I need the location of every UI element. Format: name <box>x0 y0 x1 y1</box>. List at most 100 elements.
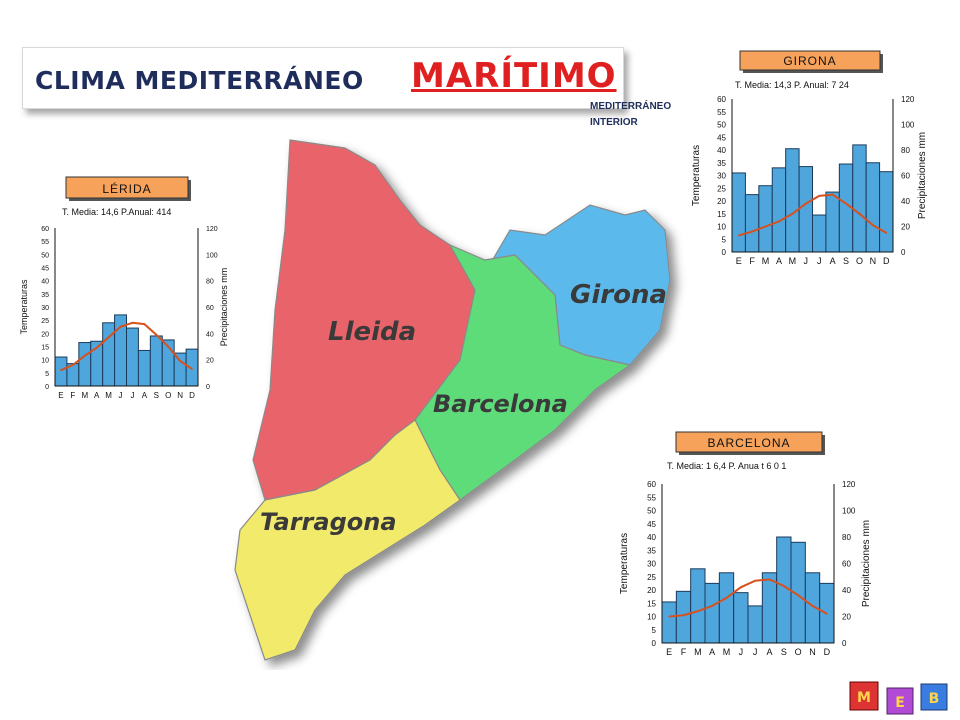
girona-title-box <box>739 50 881 71</box>
catalonia-map: Lleida Girona Barcelona Tarragona <box>234 139 671 661</box>
lerida-temperature-point <box>191 368 193 370</box>
girona-x-tick: M <box>789 256 797 266</box>
barcelona-temperature-point <box>682 614 685 616</box>
barcelona-y2-tick: 120 <box>842 480 856 489</box>
barcelona-temperature-point <box>668 615 670 618</box>
lerida-y-tick: 55 <box>41 239 49 246</box>
lerida-x-tick: A <box>94 391 100 400</box>
girona-x-tick: M <box>762 256 770 266</box>
girona-y-tick: 5 <box>722 235 727 244</box>
girona-temperature-point <box>804 202 807 205</box>
girona-y2-tick: 40 <box>901 197 910 206</box>
barcelona-temperature-point <box>740 586 742 589</box>
girona-y2-tick: 20 <box>901 223 910 232</box>
logo-block-m <box>849 681 879 711</box>
barcelona-title: BARCELONA <box>707 436 790 450</box>
girona-bar <box>865 162 881 253</box>
lerida-temperature-point <box>143 323 146 325</box>
lerida-x-tick: O <box>165 391 171 400</box>
lerida-y2-tick: 60 <box>206 305 214 312</box>
lerida-bar <box>185 348 199 387</box>
lerida-bar <box>149 335 163 387</box>
girona-bar <box>825 191 840 253</box>
lerida-y-tick: 35 <box>41 292 49 299</box>
lerida-y2-tick: 0 <box>206 384 210 391</box>
barcelona-temperature-point <box>811 605 814 607</box>
barcelona-temperature-point <box>783 585 785 587</box>
lerida-x-tick: S <box>154 391 159 400</box>
girona-y2-tick: 60 <box>901 172 910 181</box>
lerida-y2-tick: 120 <box>206 226 218 233</box>
girona-temperature-point <box>872 224 874 227</box>
lerida-x-tick: M <box>81 391 88 400</box>
girona-temperature-point <box>791 212 794 215</box>
lerida-x-tick: J <box>130 391 134 400</box>
barcelona-x-tick: D <box>824 647 831 657</box>
girona-y-label: Temperaturas <box>691 145 702 206</box>
barcelona-x-tick: N <box>809 647 816 657</box>
barcelona-y-tick: 20 <box>647 586 656 595</box>
map-label-barcelona: Barcelona <box>433 390 568 418</box>
title-box: CLIMA MEDITERRÁNEO MARÍTIMO <box>22 47 624 109</box>
lerida-temperature-point <box>131 322 134 324</box>
barcelona-y-tick: 5 <box>652 626 657 635</box>
barcelona-temperature-point <box>797 594 799 597</box>
barcelona-bar <box>761 572 778 644</box>
girona-bar <box>812 214 827 253</box>
barcelona-bar <box>661 601 677 644</box>
barcelona-x-tick: M <box>723 647 731 657</box>
logo-block-e <box>886 687 914 715</box>
barcelona-y-tick: 15 <box>647 599 656 608</box>
girona-x-tick: N <box>870 256 877 266</box>
lerida-x-tick: E <box>58 391 63 400</box>
girona-temperature-point <box>737 234 740 237</box>
barcelona-bar <box>733 592 749 644</box>
girona-temperature-point <box>764 225 767 228</box>
girona-y-tick: 0 <box>722 248 727 257</box>
region-barcelona <box>414 243 632 501</box>
barcelona-x-tick: A <box>709 647 715 657</box>
girona-x-tick: E <box>736 256 742 266</box>
lerida-y-tick: 5 <box>45 371 49 378</box>
map-label-tarragona: Tarragona <box>260 508 397 536</box>
barcelona-y-tick: 25 <box>647 573 656 582</box>
girona-x-tick: A <box>776 256 782 266</box>
girona-temperature-point <box>858 212 861 215</box>
overlay-label-1: MEDITERRÁNEO <box>590 101 672 112</box>
girona-bar <box>771 167 787 253</box>
lerida-y-label: Temperaturas <box>19 279 29 335</box>
barcelona-y2-tick: 100 <box>842 507 856 516</box>
barcelona-y2-tick: 40 <box>842 586 851 595</box>
barcelona-temperature-point <box>754 579 756 582</box>
lerida-y2-tick: 20 <box>206 358 214 365</box>
barcelona-y2-tick: 0 <box>842 639 847 648</box>
lerida-temperature-point <box>95 347 98 349</box>
lerida-y-tick: 60 <box>41 226 49 233</box>
barcelona-y2-label: Precipitaciones mm <box>861 520 872 607</box>
barcelona-x-tick: F <box>681 647 687 657</box>
lerida-y2-label: Precipitaciones mm <box>219 268 229 347</box>
logo-letter-m: M <box>857 690 871 706</box>
lerida-y2-tick: 100 <box>206 252 218 259</box>
barcelona-bar <box>675 590 692 644</box>
girona-temperature-point <box>885 232 888 234</box>
barcelona-title-box <box>675 431 823 453</box>
logo-letter-e: E <box>895 695 905 711</box>
girona-x-tick: J <box>817 256 822 266</box>
barcelona-y-tick: 10 <box>647 613 656 622</box>
barcelona-y2-tick: 60 <box>842 560 851 569</box>
lerida-bar <box>173 352 187 387</box>
map-label-girona: Girona <box>570 280 667 310</box>
lerida-bar <box>78 342 92 387</box>
lerida-temperature-point <box>155 333 158 336</box>
barcelona-y-tick: 60 <box>647 480 656 489</box>
climograph-girona: GIRONA T. Media: 14,3 P. Anual: 7 24 0 5 10 1… <box>691 50 928 266</box>
lerida-temperature-point <box>179 360 181 362</box>
lerida-x-tick: N <box>177 391 183 400</box>
lerida-y-tick: 0 <box>45 384 49 391</box>
girona-y-tick: 35 <box>717 159 726 168</box>
region-tarragona <box>234 419 461 661</box>
barcelona-temperature-point <box>697 610 699 612</box>
lerida-title: LÉRIDA <box>102 181 151 196</box>
girona-temperature-line <box>738 193 887 237</box>
